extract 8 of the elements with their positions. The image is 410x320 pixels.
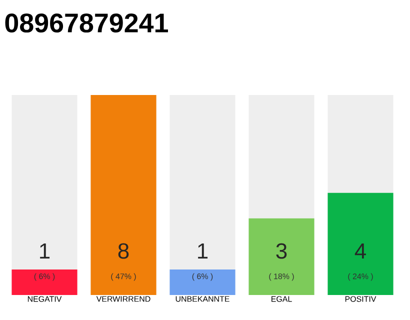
annotation: 3 <box>276 243 287 259</box>
bar <box>170 269 236 295</box>
annotation: 1 <box>40 243 50 259</box>
annotation: 4 <box>354 243 366 259</box>
chart-title: 08967879241 <box>5 13 168 33</box>
annotation: 1 <box>198 243 208 259</box>
annotation: 8 <box>118 243 129 259</box>
bar <box>12 269 78 295</box>
